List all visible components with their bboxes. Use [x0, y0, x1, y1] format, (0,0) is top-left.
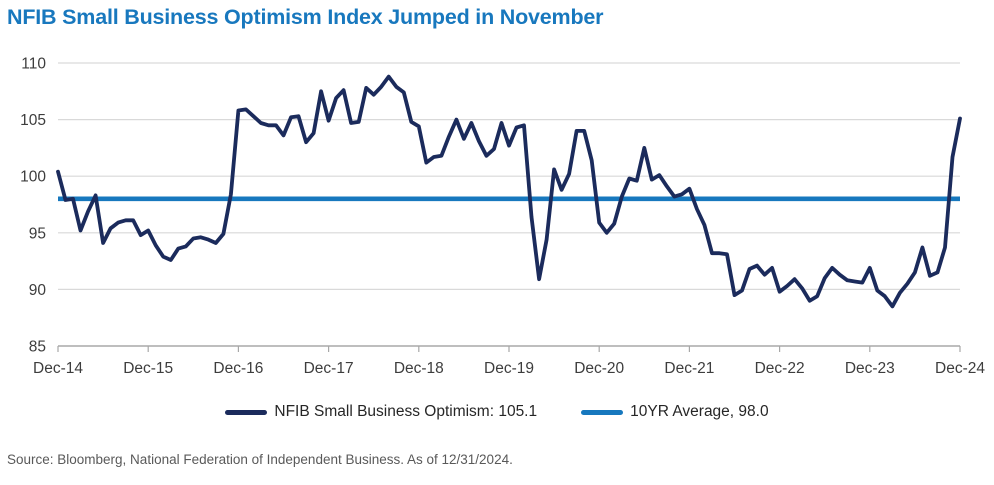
y-axis-tick-label: 90 [29, 282, 47, 299]
legend-item-nfib: NFIB Small Business Optimism: 105.1 [225, 403, 537, 421]
x-axis-tick-label: Dec-17 [304, 360, 354, 377]
x-axis-tick-label: Dec-21 [664, 360, 714, 377]
y-axis-tick-label: 85 [29, 339, 46, 356]
line-chart: 85 90 95 100 105 110 Dec-14 Dec-15 Dec-16 Dec-17 D… [20, 56, 985, 378]
y-axis-tick-label: 105 [20, 112, 46, 129]
x-axis-tick-label: Dec-19 [484, 360, 534, 377]
average-line-swatch-icon [581, 409, 624, 415]
legend-label-average: 10YR Average, 98.0 [630, 403, 769, 420]
nfib-optimism-line [56, 74, 962, 309]
chart-legend: NFIB Small Business Optimism: 105.1 10YR… [0, 403, 994, 421]
x-axis-tick-label: Dec-15 [123, 360, 173, 377]
nfib-line-swatch-icon [225, 409, 268, 415]
x-axis-tick-label: Dec-18 [394, 360, 444, 377]
x-axis-tick-label: Dec-20 [574, 360, 624, 377]
y-axis-tick-label: 110 [21, 56, 46, 73]
y-axis-tick-label: 95 [29, 225, 46, 242]
x-axis-tick-label: Dec-16 [213, 360, 263, 377]
x-axis-tick-label: Dec-24 [935, 360, 985, 377]
x-axis-tick-label: Dec-14 [33, 360, 83, 377]
source-note: Source: Bloomberg, National Federation o… [7, 452, 513, 467]
chart-area: 85 90 95 100 105 110 Dec-14 Dec-15 Dec-16 Dec-17 D… [0, 52, 994, 392]
legend-item-average: 10YR Average, 98.0 [581, 403, 769, 421]
x-axis-tick-label: Dec-22 [755, 360, 805, 377]
legend-label-nfib: NFIB Small Business Optimism: 105.1 [274, 403, 538, 420]
x-axis-tick-label: Dec-23 [845, 360, 895, 377]
chart-title: NFIB Small Business Optimism Index Jumpe… [7, 5, 604, 29]
y-axis-tick-label: 100 [20, 169, 46, 186]
